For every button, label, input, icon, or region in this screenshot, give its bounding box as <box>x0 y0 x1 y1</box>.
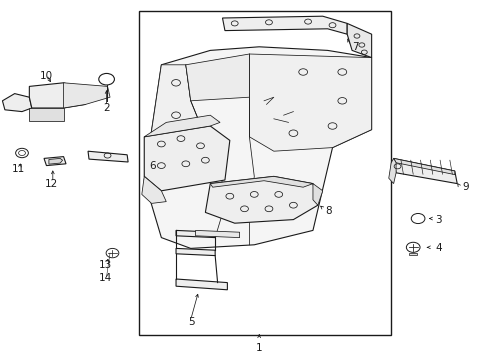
Text: 10: 10 <box>40 71 53 81</box>
Polygon shape <box>195 230 239 238</box>
Text: 14: 14 <box>98 273 112 283</box>
Polygon shape <box>222 16 346 34</box>
Polygon shape <box>249 54 371 151</box>
Polygon shape <box>44 157 66 166</box>
Polygon shape <box>176 230 215 238</box>
Text: 9: 9 <box>461 182 468 192</box>
Polygon shape <box>144 47 371 248</box>
Polygon shape <box>144 115 220 137</box>
Polygon shape <box>142 176 166 203</box>
Polygon shape <box>63 83 110 108</box>
Text: 2: 2 <box>103 103 110 113</box>
Polygon shape <box>185 54 249 101</box>
Text: 8: 8 <box>325 206 331 216</box>
Polygon shape <box>393 158 456 184</box>
Polygon shape <box>49 158 62 164</box>
Polygon shape <box>176 248 215 256</box>
Polygon shape <box>346 23 371 58</box>
Polygon shape <box>29 108 63 121</box>
Polygon shape <box>88 151 128 162</box>
Text: 6: 6 <box>149 161 156 171</box>
Polygon shape <box>176 279 227 290</box>
Bar <box>139 11 390 335</box>
Text: 3: 3 <box>434 215 441 225</box>
Polygon shape <box>205 176 317 223</box>
Polygon shape <box>29 83 85 108</box>
Polygon shape <box>144 126 229 191</box>
Polygon shape <box>2 94 32 112</box>
Text: 11: 11 <box>12 164 25 174</box>
Polygon shape <box>393 158 454 175</box>
Polygon shape <box>388 158 395 184</box>
Text: 4: 4 <box>434 243 441 253</box>
Text: 12: 12 <box>44 179 58 189</box>
Polygon shape <box>408 253 416 255</box>
Text: 1: 1 <box>255 343 262 354</box>
Polygon shape <box>312 184 322 205</box>
Text: 13: 13 <box>98 260 112 270</box>
Text: 5: 5 <box>188 317 195 327</box>
Polygon shape <box>210 176 312 187</box>
Text: 7: 7 <box>351 42 358 52</box>
Polygon shape <box>144 65 205 180</box>
